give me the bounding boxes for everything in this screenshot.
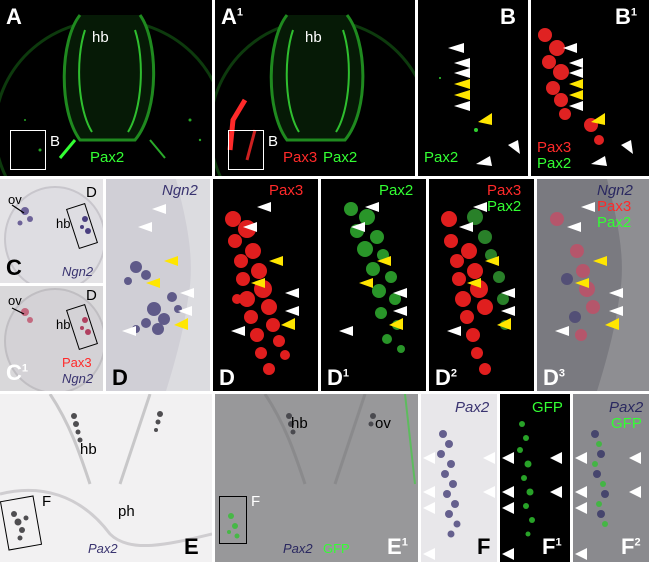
ph-label: ph [118, 504, 135, 519]
panel-d3-letter: D3 [543, 367, 565, 389]
inset-label: D [86, 288, 97, 303]
panel-d3-image [537, 179, 649, 391]
panel-e-letter: E [184, 536, 199, 558]
pax2-label: Pax2 [283, 542, 313, 555]
hb-label: hb [291, 416, 308, 431]
ngn2-label: Ngn2 [162, 183, 198, 198]
yellow-arrowheads [454, 79, 492, 125]
ngn2-label: Ngn2 [62, 265, 93, 278]
panel-b1-letter: B1 [615, 6, 637, 28]
pax3-label: Pax3 [62, 356, 92, 369]
panel-d2-letter: D2 [435, 367, 457, 389]
gfp-label: GFP [532, 400, 563, 415]
pax3-label: Pax3 [487, 183, 521, 198]
inset-label: D [86, 185, 97, 200]
inset-label: F [42, 494, 51, 509]
panel-d-pax3: Pax3 D [213, 179, 318, 391]
panel-d-ngn2-image [106, 179, 210, 391]
gfp-label: GFP [611, 416, 642, 431]
pax2-label: Pax2 [90, 150, 124, 165]
panel-a1: A1 hb B Pax3 Pax2 [215, 0, 415, 176]
panel-d1: Pax2 D1 [321, 179, 426, 391]
panel-a1-letter: A1 [221, 6, 243, 28]
ov-label: ov [8, 294, 22, 307]
inset-box [10, 130, 46, 170]
panel-a-letter: A [6, 6, 22, 28]
panel-a: A hb B Pax2 [0, 0, 212, 176]
panel-b-letter: B [500, 6, 516, 28]
panel-f: Pax2 F [421, 394, 497, 562]
hb-label: hb [92, 30, 109, 45]
white-arrowheads [448, 43, 520, 166]
panel-f-letter: F [477, 536, 490, 558]
panel-b1: B1 Pax3 Pax2 [531, 0, 649, 176]
panel-f1: GFP F1 [500, 394, 570, 562]
panel-d-letter: D [112, 367, 128, 389]
panel-c1: ov hb D C1 Pax3 Ngn2 [0, 286, 103, 391]
pax2-label: Pax2 [379, 183, 413, 198]
panel-f2-letter: F2 [621, 536, 641, 558]
panel-d3: Ngn2 Pax3 Pax2 D3 [537, 179, 649, 391]
panel-d-ngn2: Ngn2 D [106, 179, 210, 391]
pax2-label: Pax2 [537, 156, 571, 171]
pax2-label: Pax2 [597, 215, 631, 230]
ngn2-label: Ngn2 [597, 183, 633, 198]
panel-c: ov hb D C Ngn2 [0, 179, 103, 283]
pax3-label: Pax3 [283, 150, 317, 165]
pax3-label: Pax3 [537, 140, 571, 155]
panel-d-pax3-image [213, 179, 318, 391]
pax3-label: Pax3 [597, 199, 631, 214]
pax2-label: Pax2 [424, 150, 458, 165]
panel-d1-image [321, 179, 426, 391]
inset-label: F [251, 494, 260, 509]
pax3-label: Pax3 [269, 183, 303, 198]
panel-e1: hb ov F Pax2 GFP E1 [215, 394, 418, 562]
ov-label: ov [375, 416, 391, 431]
inset-box [219, 496, 247, 544]
ngn2-label: Ngn2 [62, 372, 93, 385]
panel-f2: Pax2 GFP F2 [573, 394, 649, 562]
panel-d-letter: D [219, 367, 235, 389]
pax2-label: Pax2 [487, 199, 521, 214]
panel-b: B Pax2 [418, 0, 528, 176]
gfp-label: GFP [323, 542, 350, 555]
inset-label: B [268, 134, 278, 149]
ov-label: ov [8, 193, 22, 206]
panel-c-letter: C [6, 257, 22, 279]
panel-f1-letter: F1 [542, 536, 562, 558]
hb-label: hb [80, 442, 97, 457]
inset-box [228, 130, 264, 170]
pax2-label: Pax2 [323, 150, 357, 165]
inset-label: B [50, 134, 60, 149]
panel-e: hb ph F Pax2 E [0, 394, 212, 562]
hb-label: hb [305, 30, 322, 45]
panel-d1-letter: D1 [327, 367, 349, 389]
pax2-label: Pax2 [609, 400, 643, 415]
pax2-label: Pax2 [455, 400, 489, 415]
panel-c1-letter: C1 [6, 362, 28, 384]
panel-e1-letter: E1 [387, 536, 408, 558]
panel-d2: Pax3 Pax2 D2 [429, 179, 534, 391]
pax2-label: Pax2 [88, 542, 118, 555]
